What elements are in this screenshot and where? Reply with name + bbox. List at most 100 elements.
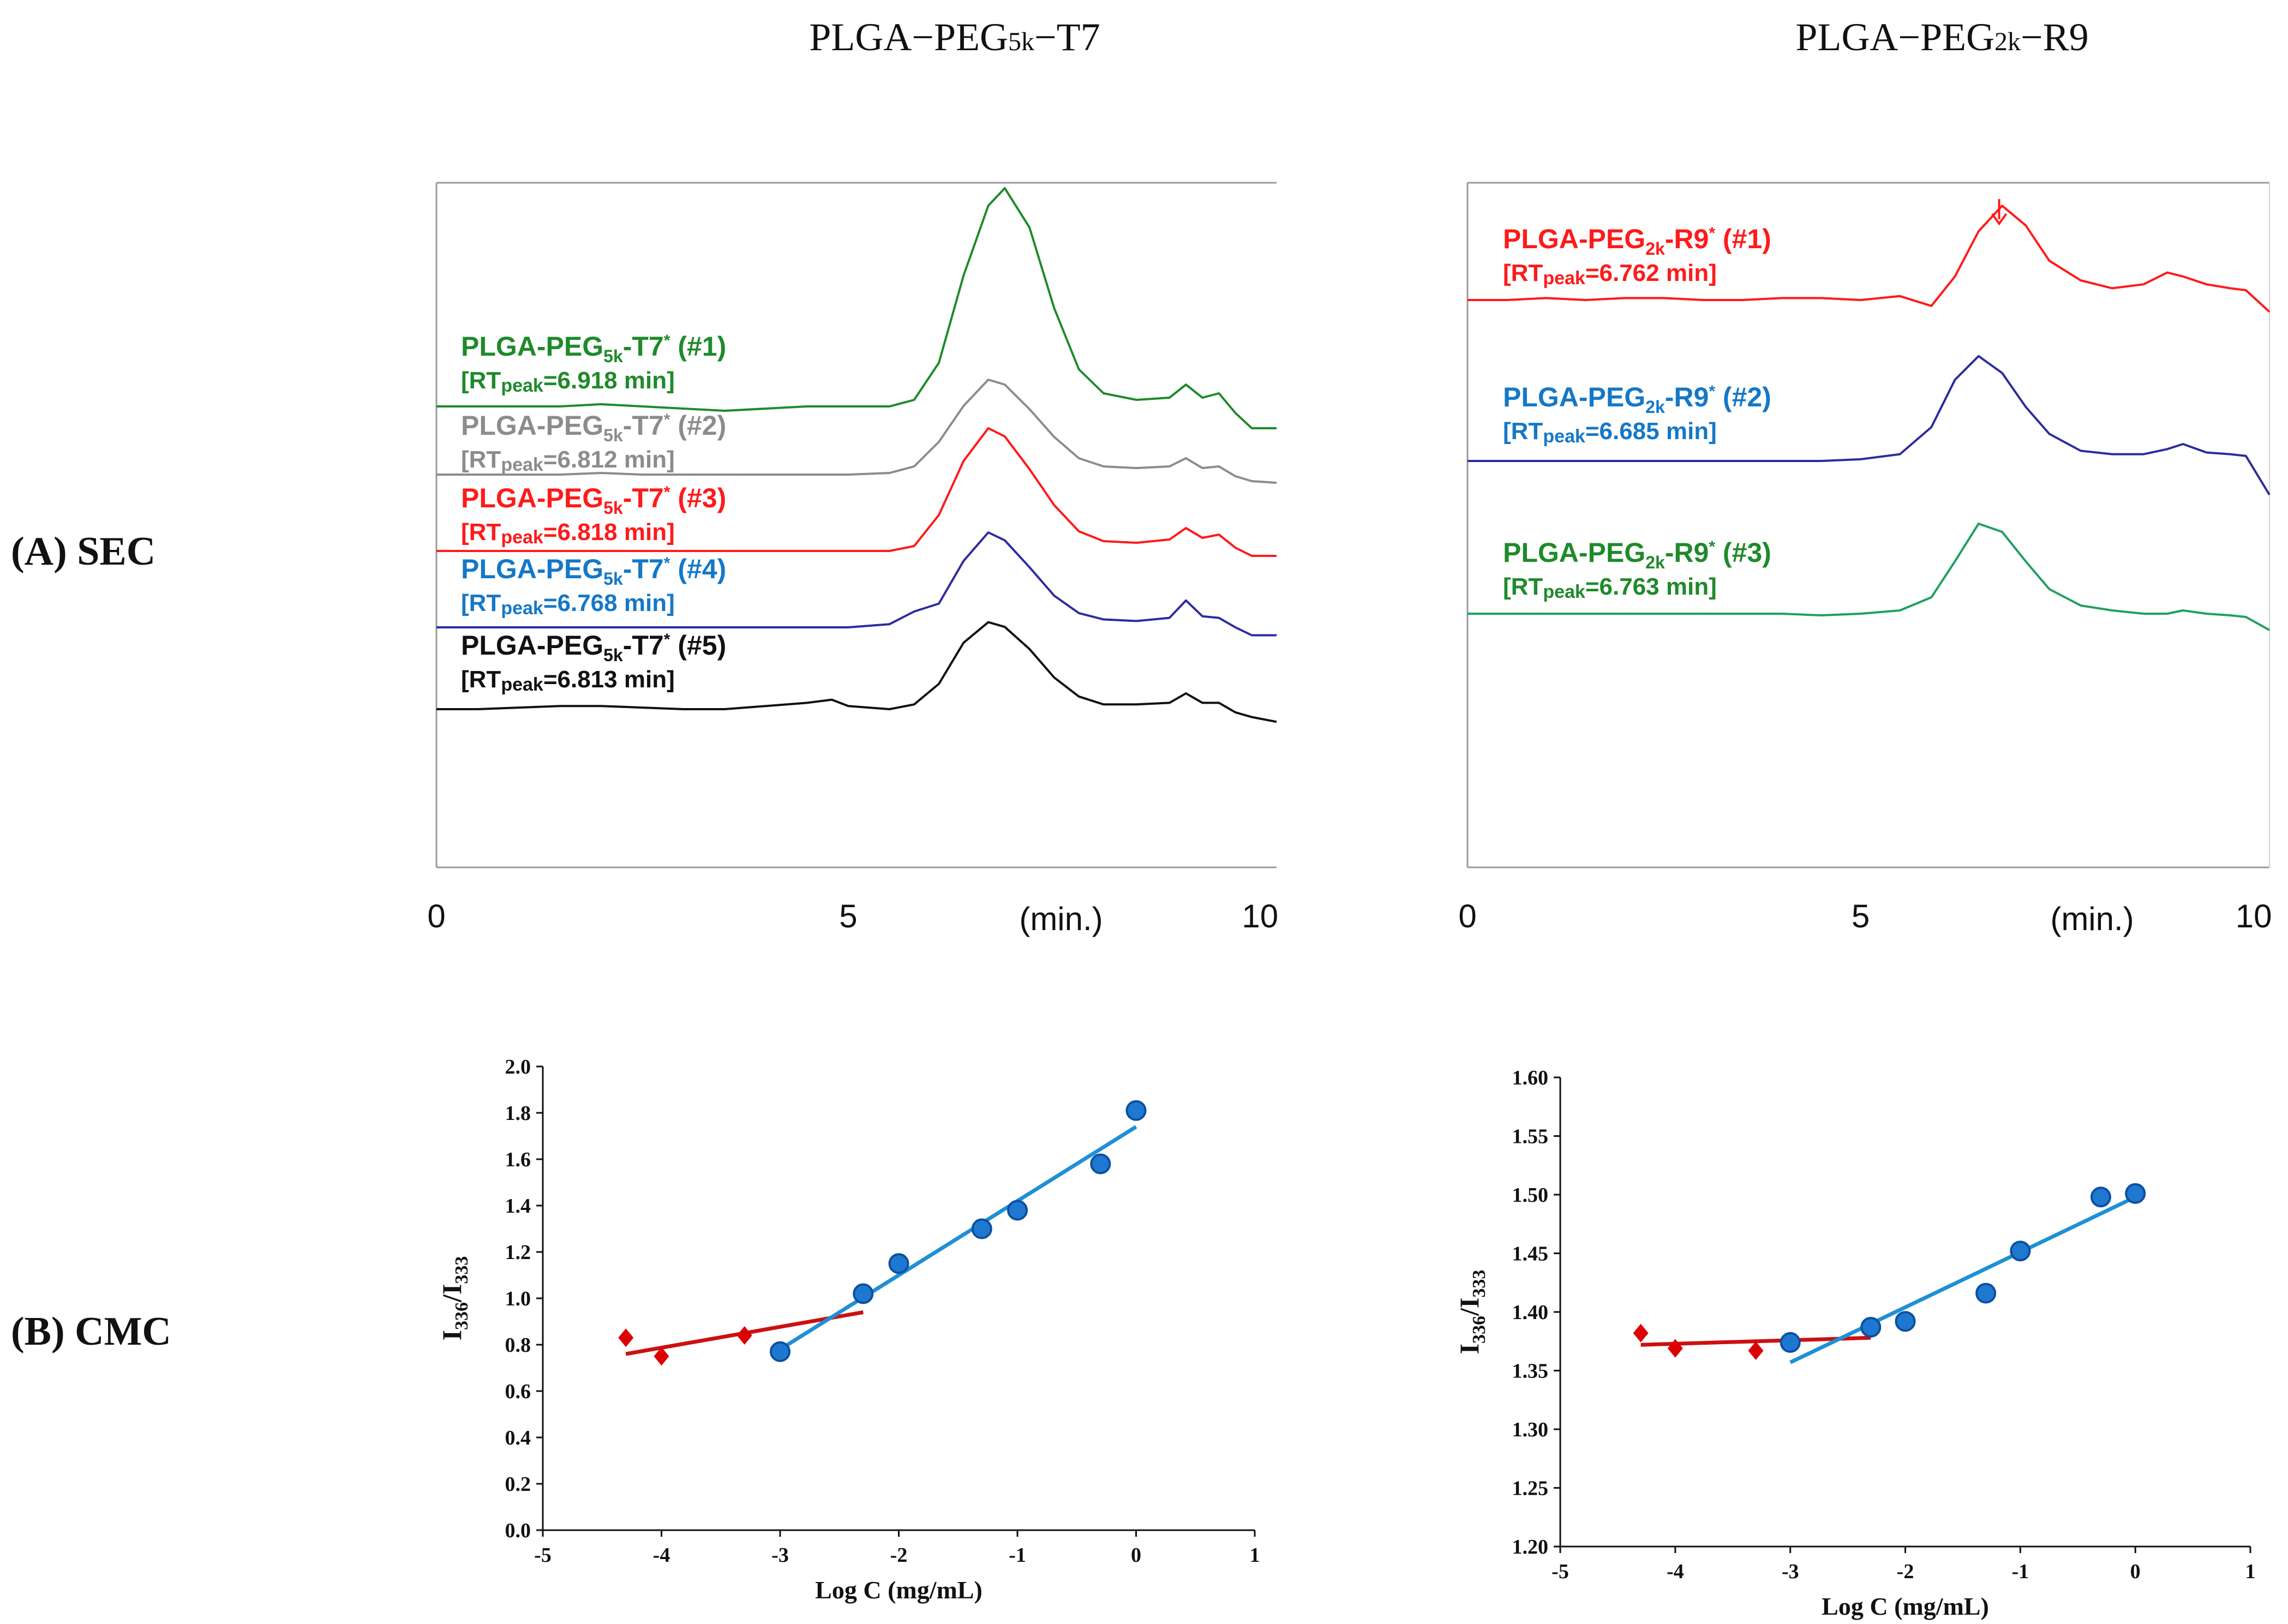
series-label: PLGA-PEG2k-R9* (#3) — [1503, 537, 1771, 572]
x-tick-label: -2 — [1897, 1560, 1914, 1583]
retention-time-label: [RTpeak=6.763 min] — [1503, 573, 1717, 602]
x-tick-label: 1 — [1250, 1544, 1260, 1567]
y-tick-label: 1.6 — [505, 1148, 531, 1171]
y-tick-label: 1.4 — [505, 1195, 531, 1218]
retention-time-label: [RTpeak=6.813 min] — [461, 666, 675, 695]
rt-label-value: =6.763 min] — [1585, 573, 1717, 600]
x-axis-title: Log C (mg/mL) — [815, 1576, 983, 1604]
x-tick-label: -3 — [1782, 1560, 1799, 1583]
x-tick-label: -5 — [1552, 1560, 1569, 1583]
rt-label-sub: peak — [501, 674, 543, 695]
column-title-right-sub: 2k — [1994, 27, 2021, 56]
data-point-circle — [1780, 1332, 1801, 1353]
row-label-sec: (A) SEC — [11, 529, 155, 574]
fit-line — [1789, 1195, 2136, 1364]
rt-label-sub: peak — [1543, 582, 1585, 602]
series-label: PLGA-PEG2k-R9* (#1) — [1503, 224, 1771, 259]
rt-label-value: =6.762 min] — [1585, 260, 1717, 286]
rt-label-value: =6.813 min] — [543, 666, 675, 693]
series-label-sub: 5k — [603, 346, 623, 366]
column-title-left-sub: 5k — [1008, 27, 1034, 56]
y-axis-title: I336/I333 — [1454, 1270, 1489, 1355]
rt-label-sub: peak — [501, 598, 543, 619]
series-label-num: (#4) — [670, 554, 726, 584]
rt-label-value: =6.685 min] — [1585, 418, 1717, 445]
column-title-right-base: PLGA−PEG — [1795, 15, 1994, 59]
data-point-circle — [1895, 1311, 1916, 1332]
x-tick-label: 0 — [2130, 1560, 2141, 1583]
x-tick-label: 0 — [1458, 898, 1476, 934]
data-point-circle — [1125, 1100, 1147, 1121]
retention-time-label: [RTpeak=6.812 min] — [461, 446, 675, 475]
sec-trace — [1468, 355, 2271, 496]
series-label-sup: * — [1709, 538, 1715, 556]
rt-label-sub: peak — [1543, 426, 1585, 447]
cmc-chart-t7: 0.0 0.2 0.4 0.6 0.8 1.0 1.2 1.4 1.6 1.8 2.0 -5 -4 -3 -… — [436, 1056, 1260, 1604]
rt-label-prefix: [RT — [461, 666, 501, 693]
x-tick-label: -4 — [653, 1544, 670, 1567]
rt-label-sub: peak — [1543, 268, 1585, 289]
series-label: PLGA-PEG5k-T7* (#4) — [461, 554, 726, 589]
series-label-num: (#3) — [670, 483, 726, 513]
sec-chart-r9: 0 5 10(min.)PLGA-PEG2k-R9* (#1)[RTpeak=6.7… — [1458, 182, 2272, 937]
y-axis-title: I336/I333 — [436, 1256, 472, 1341]
data-point-diamond — [1748, 1341, 1764, 1360]
series-label-sub: 5k — [603, 645, 623, 665]
y-tick-label: 0.6 — [505, 1380, 531, 1403]
x-tick-label: 0 — [1131, 1544, 1141, 1567]
series-label-num: (#3) — [1715, 537, 1771, 568]
x-tick-label: -4 — [1667, 1560, 1684, 1583]
y-tick-label: 0.2 — [505, 1473, 531, 1496]
y-tick-label: 0.4 — [505, 1427, 531, 1449]
column-title-left-tail: −T7 — [1034, 15, 1100, 59]
x-tick-label: 10 — [2236, 898, 2272, 934]
column-title-left-base: PLGA−PEG — [809, 15, 1008, 59]
y-tick-label: 1.20 — [1512, 1536, 1549, 1559]
series-label-sub: 2k — [1645, 553, 1665, 572]
sec-trace — [1468, 205, 2271, 313]
rt-label-prefix: [RT — [1503, 573, 1543, 600]
x-axis-title: Log C (mg/mL) — [1822, 1592, 1989, 1620]
series-label: PLGA-PEG5k-T7* (#3) — [461, 483, 726, 518]
rt-label-value: =6.812 min] — [543, 446, 675, 473]
data-point-diamond — [1633, 1323, 1649, 1343]
data-point-circle — [1007, 1200, 1028, 1221]
series-label-num: (#1) — [670, 331, 726, 362]
rt-label-value: =6.818 min] — [543, 519, 675, 546]
series-label-sup: * — [664, 411, 670, 429]
retention-time-label: [RTpeak=6.768 min] — [461, 590, 675, 619]
rt-label-sub: peak — [501, 454, 543, 475]
series-label: PLGA-PEG5k-T7* (#2) — [461, 410, 726, 445]
x-axis-unit: (min.) — [1019, 901, 1103, 937]
series-label-base: PLGA-PEG — [461, 331, 603, 362]
data-point-circle — [2010, 1241, 2031, 1262]
data-point-circle — [853, 1283, 874, 1304]
sec-trace — [436, 379, 1277, 484]
series-label-tail: -T7 — [623, 630, 664, 661]
rt-label-prefix: [RT — [461, 446, 501, 473]
y-tick-label: 1.30 — [1512, 1418, 1549, 1441]
x-tick-label: 0 — [427, 898, 445, 934]
y-axis-title-main: I — [436, 1330, 467, 1340]
x-tick-label: -3 — [771, 1544, 789, 1567]
y-axis-title-slash: /I — [436, 1284, 467, 1303]
y-tick-label: 1.35 — [1512, 1360, 1549, 1383]
series-label-num: (#5) — [670, 630, 726, 661]
retention-time-label: [RTpeak=6.685 min] — [1503, 418, 1717, 447]
cmc-chart-r9: 1.20 1.25 1.30 1.35 1.40 1.45 1.50 1.55 1.60 -5 -4… — [1454, 1066, 2256, 1620]
rt-label-sub: peak — [501, 375, 543, 396]
rt-label-prefix: [RT — [461, 590, 501, 616]
series-label-tail: -T7 — [623, 483, 664, 513]
series-label-sup: * — [1709, 224, 1715, 242]
fit-line — [779, 1125, 1137, 1351]
y-tick-label: 1.60 — [1512, 1066, 1549, 1089]
x-tick-label: -1 — [2012, 1560, 2029, 1583]
y-tick-label: 0.0 — [505, 1519, 531, 1542]
series-label-base: PLGA-PEG — [461, 483, 603, 513]
x-tick-label: -2 — [890, 1544, 908, 1567]
series-label-sup: * — [664, 332, 670, 350]
series-label-tail: -T7 — [623, 410, 664, 441]
data-point-diamond — [1667, 1339, 1683, 1358]
series-label-sup: * — [664, 483, 670, 501]
rt-label-value: =6.768 min] — [543, 590, 675, 616]
